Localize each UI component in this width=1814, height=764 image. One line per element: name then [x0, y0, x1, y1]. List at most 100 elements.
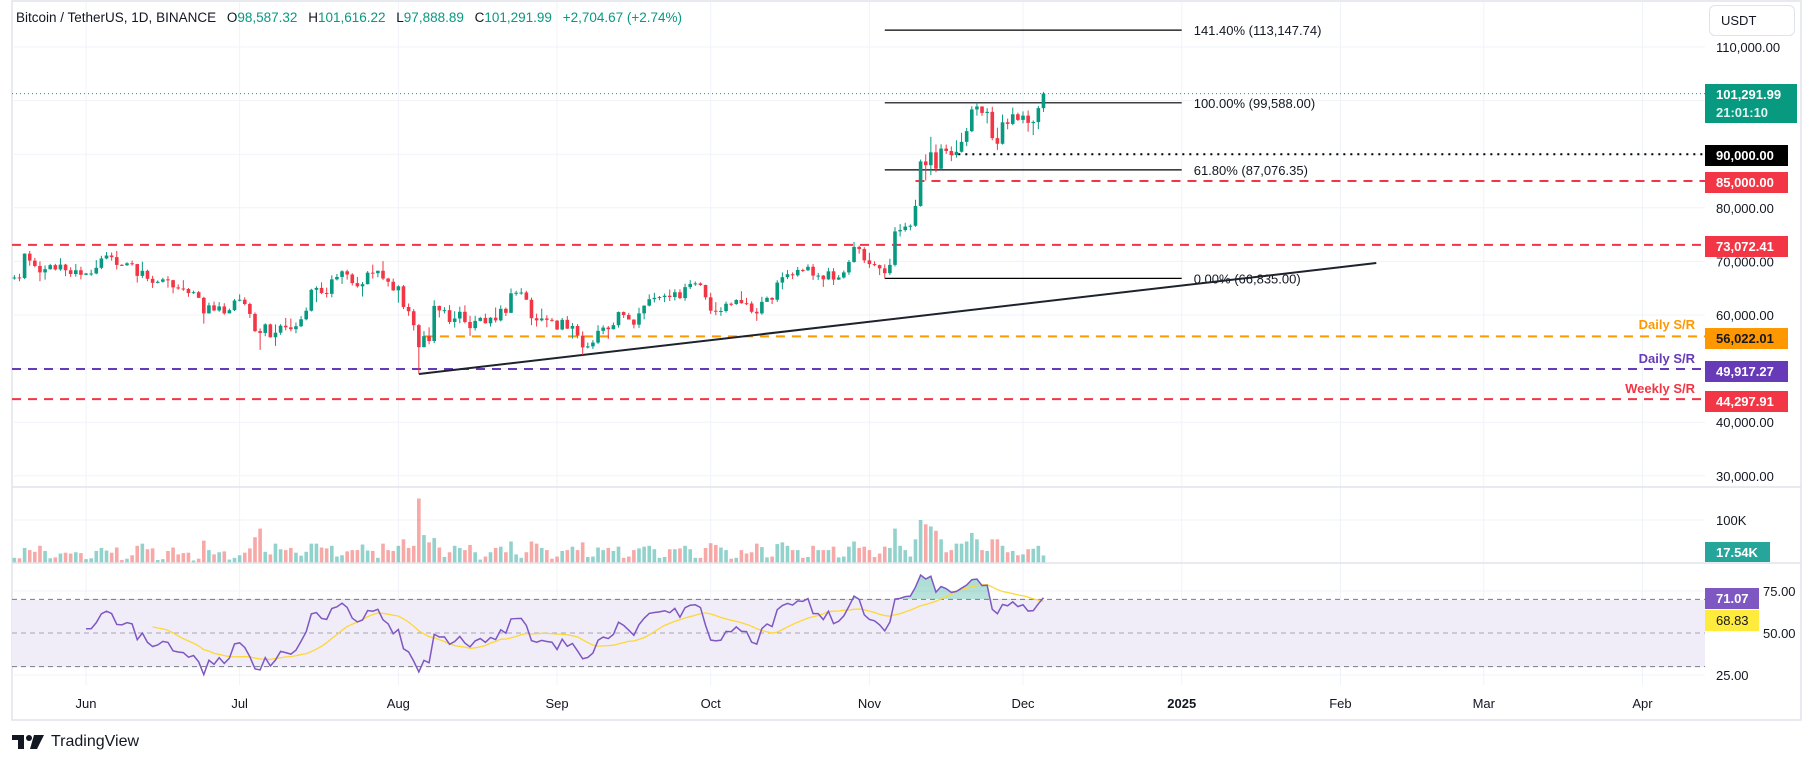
candle-body [934, 152, 938, 169]
volume-bar [1036, 545, 1041, 563]
volume-bar [1005, 552, 1010, 563]
volume-bar [386, 550, 390, 563]
candle-body [345, 271, 349, 275]
volume-bar [268, 554, 273, 563]
candle-body [278, 325, 283, 333]
rsi-ma-line [152, 583, 1044, 661]
volume-bar [406, 547, 411, 563]
symbol-legend: Bitcoin / TetherUS, 1D, BINANCE O98,587.… [16, 10, 682, 25]
fib-level-label: 61.80% (87,076.35) [1194, 163, 1308, 178]
volume-bar [478, 559, 483, 563]
volume-bar [74, 552, 78, 563]
candle-body [898, 230, 902, 232]
candle-body [1041, 93, 1046, 109]
volume-bar [975, 539, 979, 563]
candle-body [637, 313, 641, 325]
volume-bar [370, 550, 375, 563]
volume-bar [754, 543, 759, 563]
candle-body [232, 300, 237, 311]
candle-body [852, 246, 856, 262]
time-tick-label: Apr [1632, 696, 1653, 711]
fib-level-label: 141.40% (113,147.74) [1194, 23, 1322, 38]
candle-body [140, 270, 145, 276]
candle-body [539, 318, 544, 321]
volume-bar [806, 556, 810, 563]
candle-body [811, 266, 815, 276]
price-axis[interactable]: 110,000.00 80,000.00 70,000.00 60,000.00 40,… [1716, 40, 1796, 683]
candle-body [99, 258, 104, 268]
candle-body [493, 317, 498, 321]
candle-body [632, 319, 636, 325]
volume-bar [652, 549, 657, 563]
currency-button[interactable]: USDT [1709, 5, 1795, 36]
volume-bar [1026, 549, 1030, 563]
volume-bar [202, 540, 206, 563]
volume-bar [601, 550, 605, 563]
candle-body [565, 319, 570, 329]
candle-body [299, 319, 303, 327]
candle-body [882, 268, 887, 274]
candle-body [862, 249, 867, 261]
candle-body [452, 318, 457, 322]
volume-bar [570, 546, 575, 563]
volume-bar [529, 541, 534, 563]
open-value: 98,587.32 [237, 10, 298, 25]
volume-bar [1016, 555, 1020, 563]
candle-body [237, 299, 242, 301]
level-label-56022: 56,022.01 [1705, 328, 1788, 349]
volume-bar [1000, 545, 1005, 563]
candle-body [104, 255, 109, 259]
rsi-tick-label: 50.00 [1763, 626, 1796, 641]
volume-bar [396, 545, 401, 563]
candle-body [273, 332, 278, 338]
candle-body [688, 283, 692, 288]
candle-body [514, 292, 518, 294]
volume-bar [852, 541, 856, 563]
candle-body [939, 148, 943, 169]
rsi-last-text: 71.07 [1716, 591, 1749, 606]
candle-body [944, 148, 948, 151]
candle-body [242, 299, 247, 305]
volume-bar [657, 557, 662, 563]
candle-body [708, 297, 713, 311]
volume-bar [355, 550, 360, 563]
volume-bar [166, 550, 170, 563]
symbol-title[interactable]: Bitcoin / TetherUS, 1D, BINANCE [16, 10, 217, 25]
candle-body [877, 265, 882, 269]
volume-bar [468, 544, 472, 563]
time-axis[interactable]: Jun Jul Aug Sep Oct Nov Dec 2025 Feb Mar Apr [76, 696, 1654, 711]
candle-body [442, 310, 447, 312]
candle-body [176, 287, 180, 289]
volume-bar [647, 545, 652, 563]
candle-body [780, 277, 785, 283]
candle-body [309, 289, 314, 311]
horizontal-levels[interactable] [12, 93, 1705, 401]
volume-bar [580, 542, 585, 563]
tradingview-logo[interactable]: TradingView [12, 733, 139, 751]
candle-body [1026, 115, 1030, 123]
volume-bar [964, 541, 969, 563]
volume-bar [862, 546, 867, 563]
volume-bar [514, 554, 518, 563]
trendline[interactable] [418, 262, 1377, 375]
volume-bar [836, 557, 841, 563]
rsi-ma-last-text: 68.83 [1716, 613, 1749, 628]
volume-bar [591, 556, 595, 563]
volume-bar [99, 547, 104, 563]
candle-body [458, 311, 462, 319]
price-tick-label: 70,000.00 [1716, 254, 1774, 269]
daily-sr-label-orange: Daily S/R [1639, 317, 1696, 332]
price-tick-label: 30,000.00 [1716, 469, 1774, 484]
volume-bar [708, 543, 713, 563]
volume-bar [724, 550, 728, 563]
candle-body [27, 253, 32, 261]
candle-body [657, 297, 662, 299]
ascending-trendline[interactable] [418, 262, 1377, 375]
volume-bar [765, 557, 769, 563]
bar-countdown: 21:01:10 [1716, 105, 1768, 120]
candle-body [360, 284, 365, 287]
candle-body [698, 283, 703, 285]
candle-body [17, 277, 22, 279]
candle-body [212, 305, 216, 311]
